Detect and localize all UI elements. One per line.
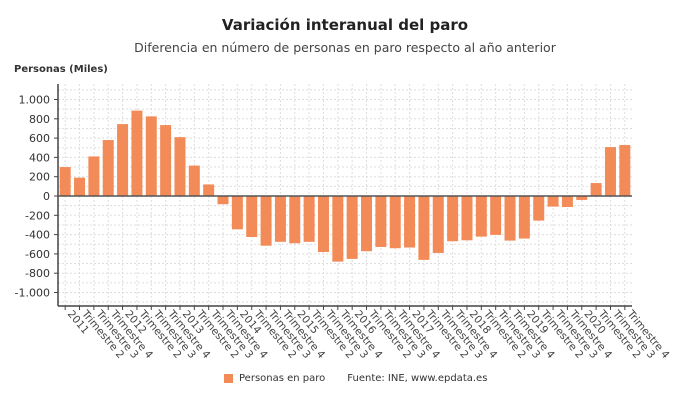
y-tick-label: 400 (29, 151, 50, 164)
bar (432, 196, 444, 253)
bar (604, 147, 616, 196)
y-tick-label: -1.000 (15, 287, 50, 300)
y-tick-label: -800 (25, 267, 50, 280)
bar (619, 145, 631, 196)
bar (332, 196, 344, 262)
y-tick-label: 1.000 (19, 94, 51, 107)
legend-label: Personas en paro (239, 373, 326, 384)
bar (461, 196, 473, 241)
y-tick-label: -200 (25, 209, 50, 222)
y-tick-label: 200 (29, 171, 50, 184)
legend-swatch (224, 374, 233, 383)
bar (547, 196, 559, 207)
bar (145, 116, 157, 196)
bar (447, 196, 459, 242)
bar (561, 196, 573, 208)
bar (88, 156, 100, 196)
y-tick-label: 0 (43, 190, 50, 203)
bar (160, 125, 172, 196)
bar (346, 196, 358, 259)
bar (231, 196, 243, 230)
chart-title: Variación interanual del paro (221, 16, 469, 34)
bar (289, 196, 301, 244)
bar (576, 196, 588, 200)
bar (260, 196, 272, 246)
bar (590, 183, 602, 196)
bar (203, 184, 215, 196)
bar (533, 196, 545, 221)
y-tick-label: -600 (25, 248, 50, 261)
source-text: Fuente: INE, www.epdata.es (347, 373, 488, 384)
bar (375, 196, 387, 247)
chart-subtitle: Diferencia en número de personas en paro… (134, 40, 556, 55)
bar (217, 196, 229, 205)
y-axis-label: Personas (Miles) (14, 64, 108, 75)
y-tick-label: 600 (29, 132, 50, 145)
y-tick-label: -400 (25, 229, 50, 242)
bar (74, 177, 86, 196)
bar (188, 165, 200, 196)
bar (518, 196, 530, 239)
bar (303, 196, 315, 242)
bar (404, 196, 416, 248)
bar (174, 137, 186, 196)
bar (504, 196, 516, 241)
bar (246, 196, 258, 238)
bar (117, 124, 129, 196)
bar (274, 196, 286, 242)
bar (361, 196, 373, 252)
bar (102, 140, 114, 196)
legend: Personas en paro Fuente: INE, www.epdata… (224, 373, 487, 384)
bar (475, 196, 487, 237)
bar (131, 110, 143, 196)
bar (389, 196, 401, 249)
bar (490, 196, 502, 235)
bar (59, 167, 71, 196)
y-tick-label: 800 (29, 113, 50, 126)
bar (418, 196, 430, 260)
bar (317, 196, 329, 252)
